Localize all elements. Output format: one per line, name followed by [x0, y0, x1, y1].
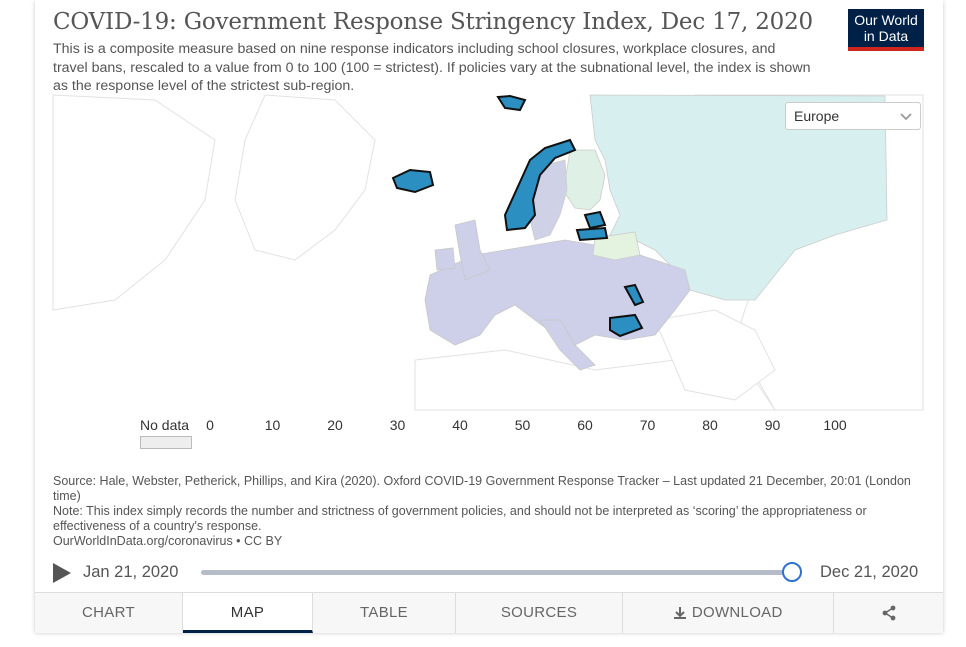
- legend-tick-50: 50: [514, 417, 531, 433]
- region-select[interactable]: Europe: [785, 102, 921, 130]
- source-notes: Source: Hale, Webster, Petherick, Philli…: [53, 474, 913, 549]
- region-select-value: Europe: [794, 108, 840, 124]
- legend-tick-80: 80: [702, 417, 718, 433]
- logo-line-2: in Data: [863, 28, 909, 44]
- tab-sources-label: SOURCES: [500, 604, 578, 621]
- country-italy[interactable]: [539, 319, 596, 371]
- chart-card: COVID-19: Government Response Stringency…: [35, 0, 943, 633]
- tab-chart[interactable]: CHART: [35, 593, 183, 633]
- greenland-outline: [234, 94, 376, 261]
- chart-title: COVID-19: Government Response Stringency…: [53, 9, 813, 35]
- country-estonia[interactable]: [583, 210, 607, 230]
- legend-tick-90: 90: [764, 417, 781, 433]
- tab-bar: CHART MAP TABLE SOURCES DOWNLOAD: [35, 592, 943, 633]
- country-moldova[interactable]: [623, 283, 645, 307]
- country-iceland[interactable]: [391, 168, 435, 194]
- country-ireland[interactable]: [434, 247, 456, 271]
- chevron-down-icon: [900, 113, 912, 121]
- legend-no-data-label: No data: [140, 417, 190, 433]
- legend-tick-70: 70: [639, 417, 656, 433]
- tab-download-label: DOWNLOAD: [691, 604, 783, 621]
- country-svalbard[interactable]: [496, 94, 527, 112]
- timeline-slider-track[interactable]: [201, 570, 791, 575]
- source-line: Source: Hale, Webster, Petherick, Philli…: [53, 474, 911, 503]
- legend-tick-10: 10: [264, 417, 281, 433]
- tab-share[interactable]: [834, 593, 943, 633]
- note-line: Note: This index simply records the numb…: [53, 504, 867, 533]
- tab-map[interactable]: MAP: [183, 593, 313, 633]
- timeline-slider-handle[interactable]: [782, 562, 802, 582]
- legend-tick-30: 30: [389, 417, 406, 433]
- country-uk[interactable]: [454, 219, 491, 281]
- country-latvia[interactable]: [575, 226, 609, 242]
- legend-tick-40: 40: [452, 417, 468, 433]
- timeline-end-label: Dec 21, 2020: [820, 563, 919, 581]
- tab-table[interactable]: TABLE: [313, 593, 456, 633]
- play-icon[interactable]: [53, 563, 71, 583]
- north-america-outline: [52, 94, 216, 311]
- tab-map-label: MAP: [230, 604, 265, 621]
- download-icon: [674, 607, 687, 620]
- country-finland[interactable]: [562, 149, 606, 211]
- tab-table-label: TABLE: [360, 604, 408, 621]
- legend-tick-0: 0: [206, 417, 214, 433]
- timeline-start-label: Jan 21, 2020: [83, 563, 179, 581]
- country-bulgaria[interactable]: [609, 313, 644, 338]
- highlighted-countries: [391, 94, 645, 338]
- legend-no-data-swatch: [140, 436, 192, 449]
- legend-tick-100: 100: [823, 417, 847, 433]
- europe-map[interactable]: [35, 0, 943, 420]
- legend-tick-20: 20: [327, 417, 343, 433]
- owid-logo[interactable]: Our World in Data: [848, 9, 924, 51]
- tab-download[interactable]: DOWNLOAD: [623, 593, 834, 633]
- country-norway[interactable]: [503, 138, 577, 232]
- share-icon: [882, 605, 895, 621]
- license-line[interactable]: OurWorldInData.org/coronavirus • CC BY: [53, 534, 283, 548]
- tab-sources[interactable]: SOURCES: [456, 593, 623, 633]
- chart-subtitle: This is a composite measure based on nin…: [53, 41, 811, 94]
- tab-chart-label: CHART: [82, 604, 135, 621]
- legend-tick-60: 60: [577, 417, 593, 433]
- middle-east-outline: [654, 309, 776, 401]
- logo-line-1: Our World: [854, 12, 918, 28]
- timeline: Jan 21, 2020 Dec 21, 2020: [53, 560, 933, 586]
